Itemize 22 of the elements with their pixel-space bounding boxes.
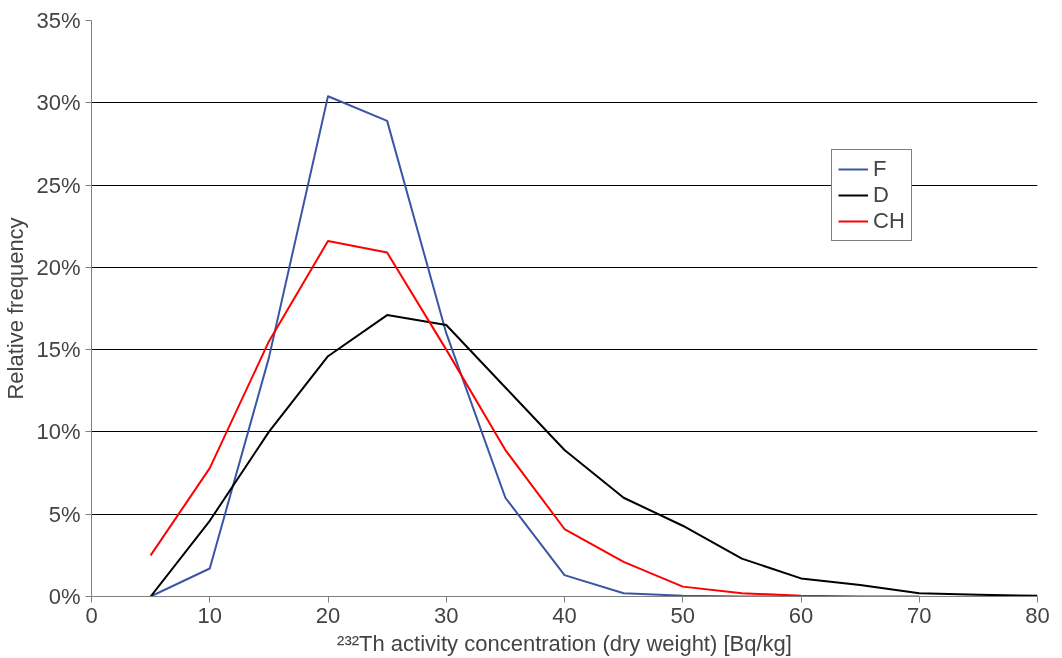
y-tick-label: 15% xyxy=(36,337,81,363)
y-tick-label: 25% xyxy=(36,172,81,198)
y-tick-label: 5% xyxy=(48,501,81,527)
x-tick-label: 80 xyxy=(1025,602,1050,628)
legend-label: F xyxy=(873,156,888,182)
x-tick-label: 40 xyxy=(552,602,577,628)
x-tick-label: 50 xyxy=(670,602,695,628)
legend-label: CH xyxy=(873,208,905,234)
y-tick-label: 0% xyxy=(48,584,81,609)
y-tick-label: 20% xyxy=(36,254,81,280)
x-tick-label: 70 xyxy=(907,602,932,628)
x-tick-label: 60 xyxy=(788,602,814,628)
x-axis-title: ²³²Th activity concentration (dry weight) [Bq/kg] xyxy=(337,630,792,656)
x-tick-label: 0 xyxy=(85,602,98,628)
x-tick-label: 30 xyxy=(434,602,459,628)
y-tick-label: 30% xyxy=(36,90,81,116)
x-tick-label: 20 xyxy=(315,602,341,628)
y-tick-label: 35% xyxy=(36,8,81,33)
legend-label: D xyxy=(873,182,890,208)
y-tick-label: 10% xyxy=(36,419,81,445)
x-tick-label: 10 xyxy=(197,602,222,628)
y-axis-title: Relative frequency xyxy=(3,217,29,400)
